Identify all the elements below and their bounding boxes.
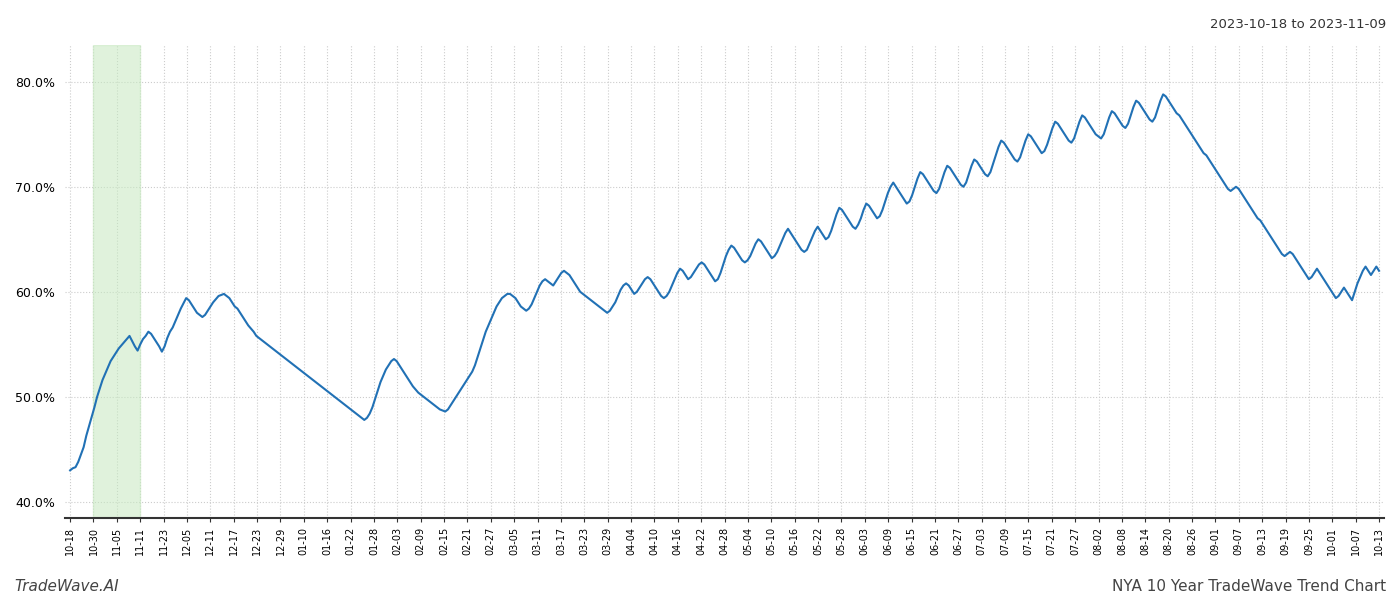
Bar: [94, 45, 140, 518]
Text: TradeWave.AI: TradeWave.AI: [14, 579, 119, 594]
Text: 2023-10-18 to 2023-11-09: 2023-10-18 to 2023-11-09: [1210, 18, 1386, 31]
Text: NYA 10 Year TradeWave Trend Chart: NYA 10 Year TradeWave Trend Chart: [1112, 579, 1386, 594]
